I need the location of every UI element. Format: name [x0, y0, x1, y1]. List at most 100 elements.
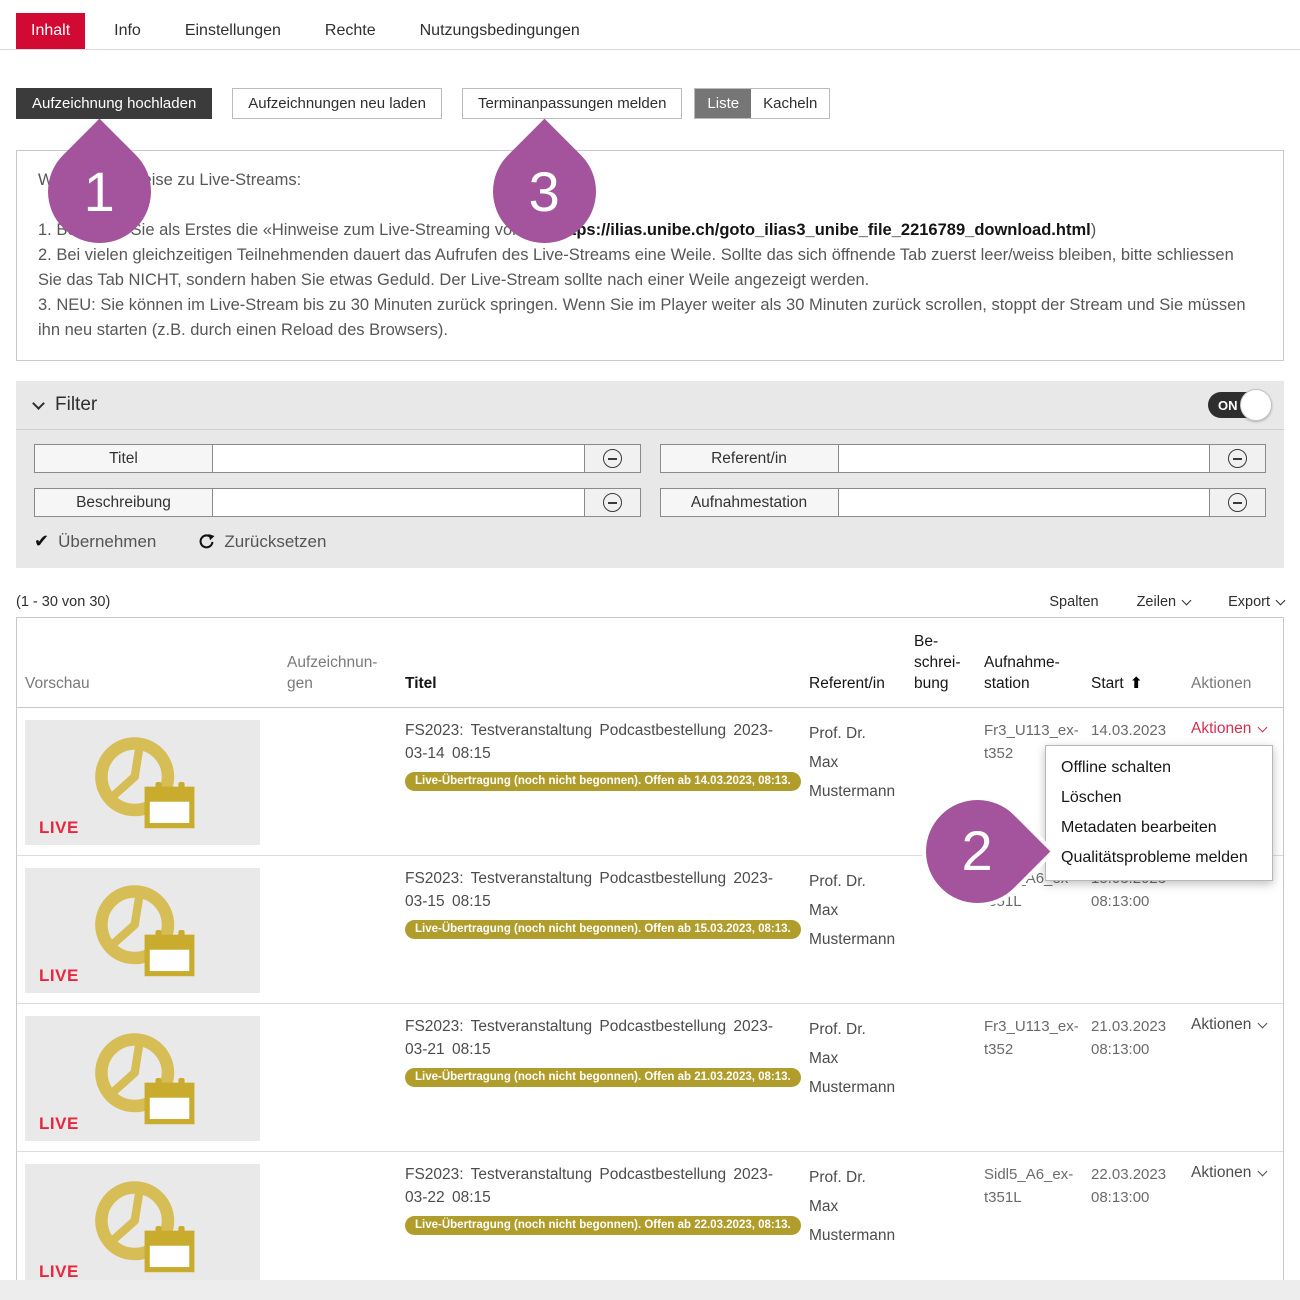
columns-control[interactable]: Spalten [1049, 594, 1099, 611]
remove-filter-button[interactable] [583, 445, 640, 473]
action-menu-item[interactable]: Offline schalten [1061, 759, 1171, 776]
action-menu-item[interactable]: Qualitätsprobleme melden [1061, 849, 1248, 866]
filter-field-label: Beschreibung [35, 489, 213, 517]
row-actions-dropdown[interactable]: Aktionen [1191, 1016, 1268, 1034]
info-item-3: 3. NEU: Sie können im Live-Stream bis zu… [38, 296, 1246, 340]
filter-field: Titel [34, 444, 641, 474]
header-aktionen: Aktionen [1191, 675, 1252, 693]
filter-collapse-header[interactable]: Filter [32, 394, 97, 416]
toolbar: Aufzeichnung hochladen Aufzeichnungen ne… [16, 88, 1284, 119]
info-item-1: 1. Beachten Sie als Erstes die «Hinweise… [38, 218, 1262, 243]
marker-number: 3 [528, 159, 561, 223]
actions-dropdown-menu: Offline schalten Löschen Metadaten bearb… [1045, 745, 1273, 881]
result-range: (1 - 30 von 30) [16, 594, 111, 611]
table-header: Vorschau Aufzeichnun- gen Titel Referent… [17, 618, 1283, 709]
page-background-strip [0, 1280, 1300, 1300]
minus-circle-icon [1228, 493, 1247, 513]
view-list-button[interactable]: Liste [695, 89, 752, 118]
recording-thumbnail[interactable]: LIVE [25, 868, 260, 994]
minus-circle-icon [1228, 449, 1247, 469]
chevron-down-icon [1257, 722, 1268, 733]
filter-input[interactable] [838, 445, 1209, 473]
clock-calendar-icon [94, 736, 194, 828]
row-actions-dropdown[interactable]: Aktionen [1191, 1164, 1268, 1182]
filter-field-label: Referent/in [660, 445, 839, 473]
recording-thumbnail[interactable]: LIVE [25, 1016, 260, 1142]
header-vorschau: Vorschau [25, 675, 90, 693]
reload-recordings-button[interactable]: Aufzeichnungen neu laden [232, 88, 442, 119]
filter-input[interactable] [213, 489, 584, 517]
tab-rechte[interactable]: Rechte [324, 22, 376, 39]
marker-number: 2 [961, 819, 994, 883]
live-label: LIVE [39, 966, 79, 986]
apply-label: Übernehmen [58, 531, 157, 551]
view-tiles-button[interactable]: Kacheln [763, 95, 818, 112]
check-icon: ✔ [34, 531, 50, 552]
filter-on-toggle[interactable]: ON [1208, 389, 1272, 422]
actions-label: Aktionen [1191, 1164, 1252, 1182]
info-item-1-close: ) [1090, 221, 1097, 240]
action-menu-item[interactable]: Löschen [1061, 789, 1122, 806]
station-cell: Fr3_U113_ex- t352 [984, 1018, 1079, 1058]
sort-ascending-icon: ⬆ [1129, 675, 1143, 693]
start-cell: 21.03.2023 08:13:00 [1091, 1018, 1167, 1058]
recording-title: FS2023: Testveranstaltung Podcastbestell… [405, 722, 774, 762]
aufzeichnungen-cell [279, 718, 397, 845]
info-heading: Wichtige Hinweise zu Live-Streams: [38, 171, 302, 189]
recording-thumbnail[interactable]: LIVE [25, 1164, 260, 1290]
tab-nutzungsbedingungen[interactable]: Nutzungsbedingungen [419, 22, 580, 39]
export-control[interactable]: Export [1228, 594, 1286, 610]
live-label: LIVE [39, 1262, 79, 1282]
filter-input[interactable] [213, 445, 584, 473]
apply-filter-button[interactable]: ✔ Übernehmen [34, 531, 156, 552]
report-schedule-changes-button[interactable]: Terminanpassungen melden [461, 88, 683, 119]
recording-thumbnail[interactable]: LIVE [25, 720, 260, 846]
header-aufnahmestation[interactable]: Aufnahme- station [984, 654, 1060, 693]
live-stream-info-box: Wichtige Hinweise zu Live-Streams: 1. Be… [16, 150, 1284, 362]
filter-panel: Filter ON Titel Referent/in Beschreibung… [16, 381, 1284, 569]
reset-label: Zurücksetzen [224, 531, 327, 551]
action-menu-item[interactable]: Metadaten bearbeiten [1061, 819, 1217, 836]
header-titel[interactable]: Titel [405, 675, 437, 693]
download-link[interactable]: https://ilias.unibe.ch/goto_ilias3_unibe… [555, 221, 1091, 240]
remove-filter-button[interactable] [583, 489, 640, 517]
rows-control[interactable]: Zeilen [1137, 594, 1192, 610]
recordings-table: Vorschau Aufzeichnun- gen Titel Referent… [16, 617, 1284, 1300]
header-referent[interactable]: Referent/in [809, 675, 885, 693]
upload-recording-button[interactable]: Aufzeichnung hochladen [16, 88, 213, 119]
filter-field: Referent/in [659, 444, 1266, 474]
header-beschreibung[interactable]: Be- schrei- bung [914, 633, 961, 693]
chevron-down-icon [32, 397, 45, 410]
recording-title: FS2023: Testveranstaltung Podcastbestell… [405, 1166, 774, 1206]
tab-einstellungen[interactable]: Einstellungen [184, 22, 281, 39]
marker-number: 1 [83, 159, 116, 223]
tab-inhalt[interactable]: Inhalt [16, 13, 86, 49]
live-label: LIVE [39, 818, 79, 838]
row-actions-dropdown[interactable]: Aktionen [1191, 720, 1268, 738]
info-item-2: 2. Bei vielen gleichzeitigen Teilnehmend… [38, 246, 1234, 290]
beschreibung-cell [906, 1014, 976, 1141]
start-cell: 22.03.2023 08:13:00 [1091, 1166, 1167, 1206]
referent-cell: Prof. Dr. Max Mustermann [809, 725, 896, 800]
filter-input[interactable] [838, 489, 1209, 517]
live-status-badge: Live-Übertragung (noch nicht begonnen). … [405, 920, 801, 940]
live-label: LIVE [39, 1114, 79, 1134]
filter-field: Aufnahmestation [659, 488, 1266, 518]
toggle-knob [1240, 389, 1272, 422]
live-status-badge: Live-Übertragung (noch nicht begonnen). … [405, 1216, 801, 1236]
header-start-sorted[interactable]: Start ⬆ [1091, 675, 1143, 693]
view-mode-toggle: Liste Kacheln [694, 88, 831, 119]
toggle-on-label: ON [1218, 397, 1238, 413]
clock-calendar-icon [94, 1180, 194, 1272]
referent-cell: Prof. Dr. Max Mustermann [809, 873, 896, 948]
filter-field-label: Titel [35, 445, 213, 473]
recording-title: FS2023: Testveranstaltung Podcastbestell… [405, 870, 774, 910]
aufzeichnungen-cell [279, 1162, 397, 1289]
tab-info[interactable]: Info [114, 22, 141, 39]
remove-filter-button[interactable] [1209, 489, 1265, 517]
recording-title: FS2023: Testveranstaltung Podcastbestell… [405, 1018, 774, 1058]
reset-filter-button[interactable]: Zurücksetzen [198, 532, 326, 552]
start-cell: 15.03.2023 08:13:00 [1091, 870, 1166, 910]
info-item-1-text: 1. Beachten Sie als Erstes die «Hinweise… [38, 221, 556, 240]
remove-filter-button[interactable] [1209, 445, 1265, 473]
